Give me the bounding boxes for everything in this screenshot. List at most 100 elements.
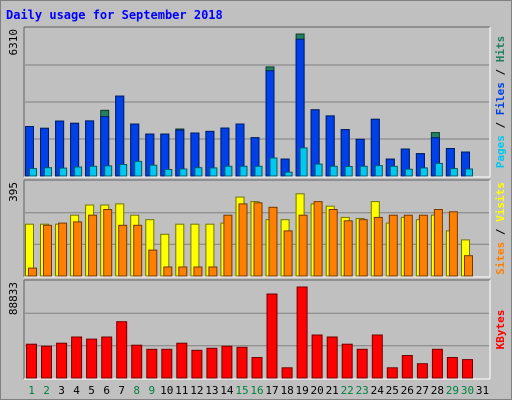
legend-item: Pages: [494, 135, 507, 168]
bar-kbytes-day-8: [131, 344, 143, 379]
bar-kbytes-day-9: [146, 348, 158, 379]
bar-sites-day-10: [163, 266, 173, 277]
x-tick-label-day-4: 4: [73, 384, 80, 397]
bar-sites-day-9: [148, 249, 158, 277]
bar-pages-day-5: [89, 165, 98, 177]
x-tick-label-day-15: 15: [235, 384, 248, 397]
bar-pages-day-6: [104, 165, 113, 177]
bar-kbytes-day-25: [386, 367, 398, 379]
bar-sites-day-16: [253, 202, 263, 277]
bar-pages-day-21: [329, 165, 338, 177]
x-tick-label-day-23: 23: [356, 384, 369, 397]
x-tick-label-day-13: 13: [205, 384, 218, 397]
panel-pages_files_hits: 6310 Pages / Files / Hits: [7, 26, 507, 178]
bar-sites-day-11: [178, 266, 188, 277]
bar-kbytes-day-23: [356, 348, 368, 379]
bar-pages-day-15: [239, 165, 248, 177]
x-tick-label-day-16: 16: [250, 384, 263, 397]
bar-pages-day-11: [179, 168, 188, 177]
x-tick-label-day-29: 29: [446, 384, 459, 397]
bar-pages-day-29: [449, 168, 458, 177]
legend-item: Sites: [494, 242, 507, 275]
bar-kbytes-day-1: [26, 343, 37, 379]
bar-sites-day-3: [58, 222, 68, 277]
bar-sites-day-13: [208, 266, 218, 277]
x-tick-label-day-18: 18: [280, 384, 293, 397]
bar-sites-day-6: [103, 209, 113, 277]
bar-sites-day-26: [403, 214, 413, 277]
bar-pages-day-18: [284, 171, 293, 177]
x-tick-label-day-28: 28: [431, 384, 444, 397]
panel-max-label: 88833: [7, 282, 20, 315]
bar-pages-day-24: [374, 165, 383, 177]
bar-pages-day-19: [299, 147, 308, 177]
x-tick-label-day-25: 25: [386, 384, 399, 397]
bar-kbytes-day-14: [221, 345, 233, 379]
bar-sites-day-21: [328, 209, 338, 277]
bar-sites-day-25: [388, 214, 398, 277]
x-tick-label-day-31: 31: [476, 384, 489, 397]
bar-pages-day-17: [269, 157, 278, 177]
legend-item: Files: [494, 82, 507, 115]
bar-sites-day-23: [358, 219, 368, 277]
bar-kbytes-day-27: [416, 363, 428, 379]
bar-pages-day-7: [119, 164, 128, 177]
x-tick-label-day-3: 3: [58, 384, 65, 397]
bar-kbytes-day-5: [86, 338, 98, 379]
bar-kbytes-day-18: [281, 367, 293, 379]
bar-sites-day-2: [43, 224, 52, 277]
bar-kbytes-day-12: [191, 349, 203, 379]
bar-kbytes-day-26: [401, 355, 413, 379]
bar-sites-day-27: [418, 214, 428, 277]
x-tick-label-day-10: 10: [160, 384, 173, 397]
bar-pages-day-1: [29, 168, 37, 177]
bar-pages-day-2: [44, 167, 52, 177]
bar-sites-day-17: [268, 206, 278, 277]
bar-pages-day-9: [149, 164, 158, 177]
bar-kbytes-day-6: [101, 336, 113, 379]
legend-separator: /: [494, 62, 507, 82]
bar-sites-day-22: [343, 220, 353, 277]
bar-sites-day-7: [118, 224, 128, 277]
bar-pages-day-23: [359, 165, 368, 177]
bar-pages-day-3: [59, 167, 68, 177]
x-tick-label-day-24: 24: [371, 384, 385, 397]
x-tick-label-day-7: 7: [118, 384, 125, 397]
panel-max-label: 395: [7, 182, 20, 202]
x-tick-label-day-5: 5: [88, 384, 95, 397]
bar-sites-day-8: [133, 224, 143, 277]
bar-kbytes-day-17: [266, 293, 278, 379]
legend-item: KBytes: [494, 310, 507, 350]
bar-kbytes-day-19: [296, 286, 308, 379]
bar-kbytes-day-13: [206, 347, 218, 379]
bar-kbytes-day-20: [311, 334, 323, 379]
bar-kbytes-day-30: [462, 359, 473, 379]
bar-kbytes-day-16: [251, 357, 263, 379]
bar-pages-day-12: [194, 167, 203, 177]
x-axis-labels: 1 2 3 4 5 6 7 8 9 10 11 12 13 14 15 16 17 18 19 20 21 22 23 24 2…: [28, 384, 489, 397]
x-tick-label-day-19: 19: [295, 384, 308, 397]
bar-kbytes-day-28: [431, 348, 443, 379]
x-tick-label-day-20: 20: [310, 384, 323, 397]
bar-pages-day-14: [224, 165, 233, 177]
bar-sites-day-12: [193, 266, 203, 277]
x-tick-label-day-12: 12: [190, 384, 203, 397]
panel-legend: KBytes: [494, 310, 507, 350]
bar-kbytes-day-21: [326, 336, 338, 379]
bar-sites-day-5: [88, 214, 98, 277]
x-tick-label-day-21: 21: [326, 384, 339, 397]
x-tick-label-day-11: 11: [175, 384, 188, 397]
x-tick-label-day-9: 9: [148, 384, 155, 397]
bar-pages-day-25: [389, 165, 398, 177]
x-tick-label-day-1: 1: [28, 384, 35, 397]
bar-sites-day-24: [373, 216, 383, 277]
bar-kbytes-day-29: [446, 357, 458, 379]
panel-max-label: 6310: [7, 29, 20, 56]
bar-pages-day-27: [419, 167, 428, 177]
bar-kbytes-day-4: [71, 336, 83, 379]
bar-kbytes-day-10: [161, 348, 173, 379]
legend-item: Hits: [494, 36, 507, 63]
bar-kbytes-day-22: [341, 343, 353, 379]
x-tick-label-day-17: 17: [265, 384, 278, 397]
